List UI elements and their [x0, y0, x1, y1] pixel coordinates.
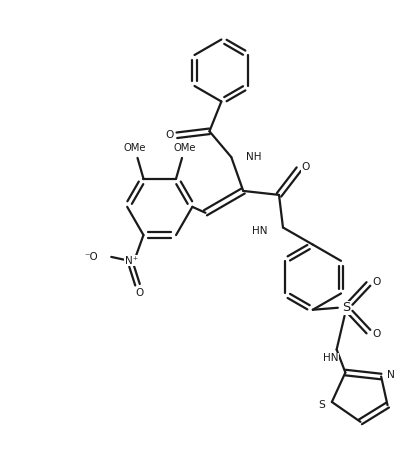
Text: ⁻O: ⁻O	[85, 252, 99, 262]
Text: S: S	[318, 400, 325, 410]
Text: N⁺: N⁺	[125, 256, 138, 266]
Text: O: O	[372, 329, 380, 339]
Text: N: N	[387, 369, 395, 380]
Text: OMe: OMe	[123, 143, 146, 152]
Text: O: O	[372, 277, 380, 287]
Text: O: O	[302, 162, 310, 172]
Text: HN: HN	[323, 353, 339, 363]
Text: OMe: OMe	[174, 143, 196, 152]
Text: O: O	[135, 289, 143, 299]
Text: O: O	[166, 130, 174, 140]
Text: NH: NH	[246, 152, 262, 162]
Text: S: S	[343, 301, 351, 314]
Text: HN: HN	[252, 226, 268, 236]
